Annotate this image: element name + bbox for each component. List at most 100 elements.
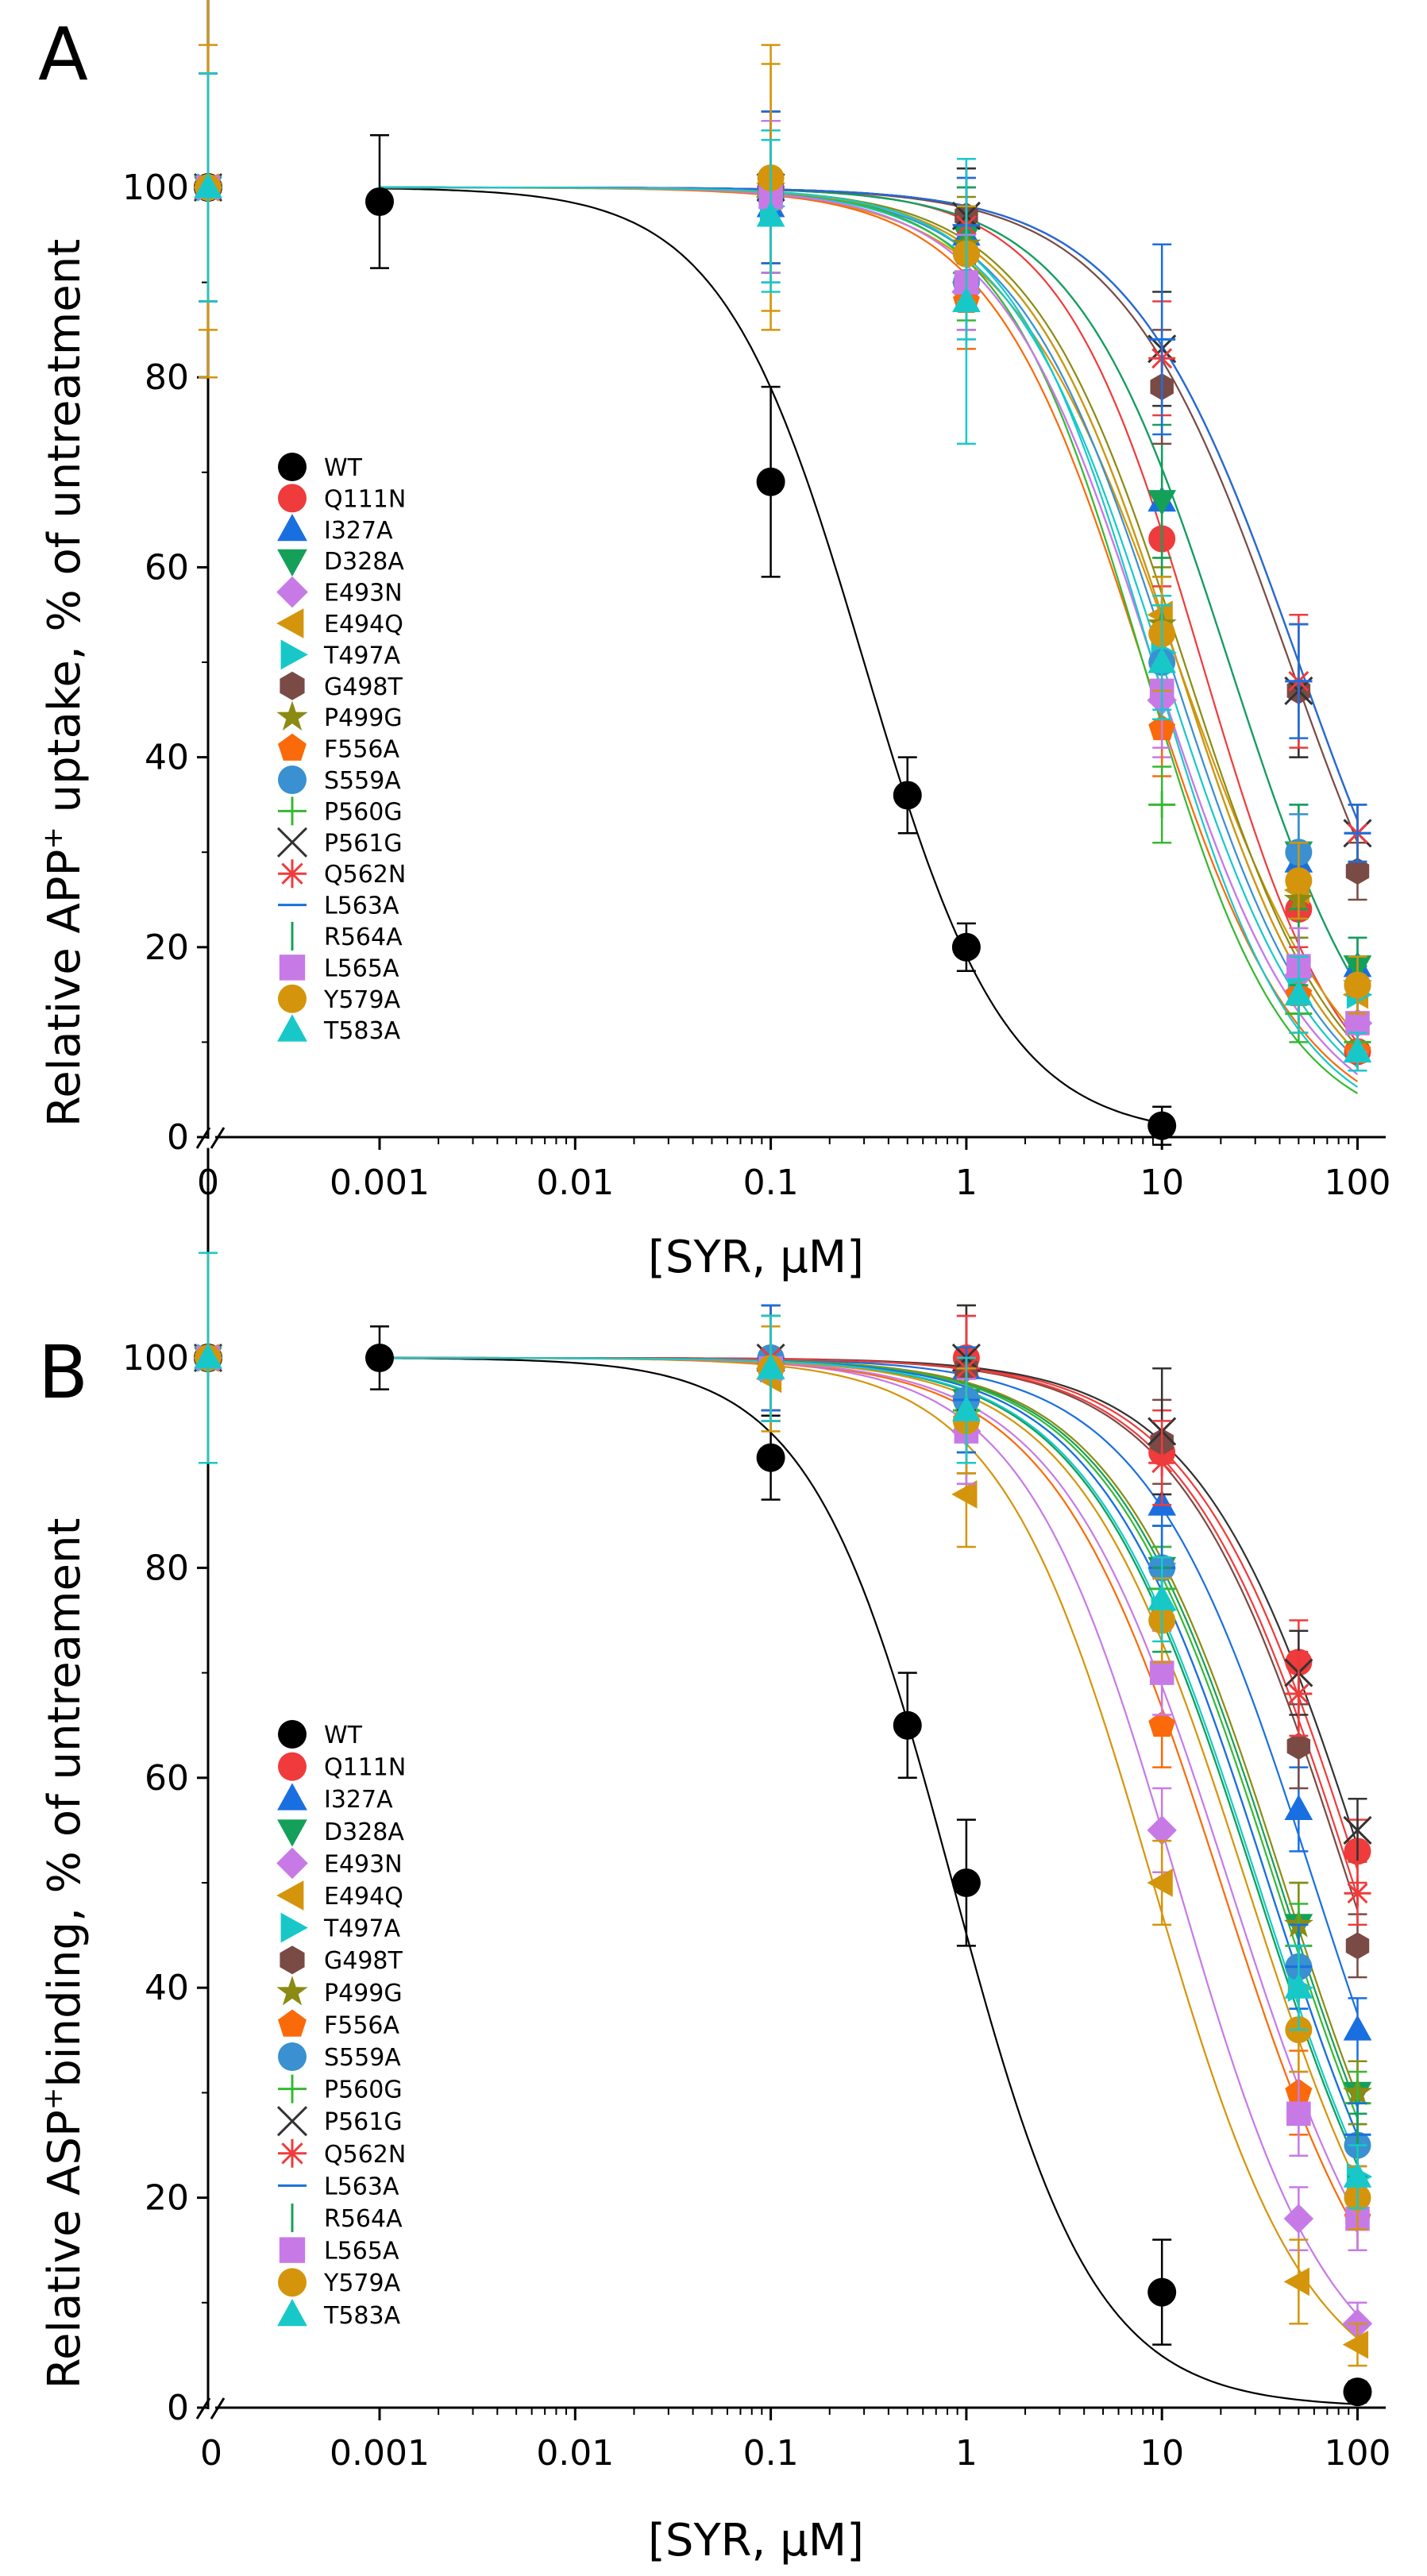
fit-curve-i327a xyxy=(380,186,1359,987)
y-tick-label: 60 xyxy=(145,547,189,588)
legend-marker-p499g xyxy=(276,700,308,731)
legend-marker-d328a xyxy=(277,549,307,577)
x-tick-label: 0.1 xyxy=(743,1163,799,1203)
legend-label: L565A xyxy=(324,954,399,982)
legend-label: G498T xyxy=(324,673,403,701)
data-point-p561g xyxy=(1343,1815,1372,1845)
legend-label: P560G xyxy=(324,798,403,826)
data-point-i327a xyxy=(1284,1794,1313,1821)
data-point-wt xyxy=(951,1868,981,1897)
y-tick-label: 80 xyxy=(145,1548,189,1588)
fit-curve-r564a xyxy=(380,186,1359,1054)
legend-marker-e494q xyxy=(276,1880,304,1911)
x-axis-title-b: [SYR, μM] xyxy=(648,2515,864,2566)
legend-marker-i327a xyxy=(277,514,307,542)
data-point-wt xyxy=(365,1344,394,1372)
legend-label: S559A xyxy=(324,2044,401,2072)
data-point-g498t xyxy=(1345,858,1370,885)
legend-label: E494Q xyxy=(324,611,403,638)
legend-label: D328A xyxy=(324,548,404,576)
data-point-t583a xyxy=(194,1343,222,1369)
legend-label: L563A xyxy=(324,2173,399,2200)
data-point-t583a xyxy=(1284,979,1313,1006)
legend-label: I327A xyxy=(324,1786,393,1814)
legend-label: WT xyxy=(324,1722,363,1749)
data-point-g498t xyxy=(1345,1932,1370,1960)
legend-marker-d328a xyxy=(277,1819,307,1847)
data-point-t583a xyxy=(952,286,981,313)
x-tick-label: 0.01 xyxy=(536,2433,614,2474)
fit-curve-l565a xyxy=(380,1357,1359,2219)
fit-curve-t497a xyxy=(379,186,1359,1068)
y-tick-label: 80 xyxy=(145,357,189,398)
y-axis-title-a: Relative APP+ uptake, % of untreatment xyxy=(37,239,91,1127)
fit-curve-q111n xyxy=(380,186,1359,1043)
data-point-wt xyxy=(756,467,785,496)
data-point-wt xyxy=(893,781,922,810)
legend-marker-q562n xyxy=(278,859,307,889)
y-axis-title-b: Relative ASP+binding, % of untreament xyxy=(37,1518,91,2389)
data-point-e494q xyxy=(1147,1868,1173,1897)
legend-label: Q562N xyxy=(324,2141,406,2169)
legend-marker-p561g xyxy=(276,827,308,858)
y-tick-label: 20 xyxy=(145,2178,189,2219)
x-tick-label: 0.001 xyxy=(330,1163,430,1203)
data-point-q562n xyxy=(1148,1449,1176,1477)
data-point-t583a xyxy=(1147,647,1177,673)
legend-label: T497A xyxy=(323,1915,401,1943)
fit-curve-y579a xyxy=(379,1356,1359,2185)
panel-b: B Relative ASP+binding, % of untreament … xyxy=(37,1147,1391,2566)
legend-marker-q111n xyxy=(278,484,307,513)
fit-curve-e493n xyxy=(380,187,1359,1075)
legend-label: I327A xyxy=(324,517,393,545)
x-tick-label: 0.1 xyxy=(743,2433,799,2474)
data-point-t583a xyxy=(194,172,222,199)
y-tick-label: 60 xyxy=(145,1758,189,1799)
legend-marker-y579a xyxy=(278,984,307,1013)
legend-marker-e493n xyxy=(276,576,308,608)
data-point-f556a xyxy=(1148,1710,1176,1737)
fit-curve-p499g xyxy=(380,186,1359,1047)
legend-marker-l565a xyxy=(279,2237,306,2263)
fit-curve-q562n xyxy=(380,1356,1359,1897)
legend-marker-p560g xyxy=(278,796,307,826)
fit-curve-r564a xyxy=(380,1356,1359,2166)
legend-label: P560G xyxy=(324,2077,403,2104)
legend-marker-e493n xyxy=(276,1847,308,1880)
legend-marker-f556a xyxy=(278,2009,307,2037)
y-tick-label: 40 xyxy=(145,738,189,778)
legend-label: Y579A xyxy=(323,986,401,1014)
legend-marker-wt xyxy=(278,1720,307,1749)
fit-curve-p560g xyxy=(380,186,1359,1094)
data-point-l565a xyxy=(1149,1660,1174,1685)
data-point-wt xyxy=(1147,2277,1177,2307)
fit-curve-e494q xyxy=(380,187,1359,1036)
legend-marker-p560g xyxy=(278,2074,307,2104)
legend-label: P561G xyxy=(324,830,403,858)
fit-curve-t497a xyxy=(380,1356,1359,2166)
legend-label: R564A xyxy=(324,924,403,951)
data-point-g498t xyxy=(1286,1733,1311,1760)
legend-marker-t497a xyxy=(280,1912,308,1943)
legend-marker-p499g xyxy=(276,1976,308,2006)
y-tick-label: 100 xyxy=(122,1338,189,1379)
data-point-e494q xyxy=(1283,2267,1309,2296)
x-tick-label: 1 xyxy=(955,2433,978,2474)
data-point-l565a xyxy=(1345,1011,1370,1035)
fit-curve-e494q xyxy=(380,1357,1359,2339)
legend-marker-e494q xyxy=(276,608,304,638)
legend-marker-i327a xyxy=(277,1783,307,1811)
data-point-q562n xyxy=(1344,1880,1371,1907)
data-point-wt xyxy=(893,1710,922,1740)
x-tick-label: 100 xyxy=(1325,2433,1391,2474)
legend-label: Y579A xyxy=(323,2269,401,2297)
fit-curve-p499g xyxy=(380,1356,1359,2098)
fit-curve-t583a xyxy=(380,1356,1359,2160)
data-point-wt xyxy=(951,932,981,962)
legend-label: R564A xyxy=(324,2205,403,2233)
data-point-t583a xyxy=(1343,1036,1372,1062)
x-axis-title-a: [SYR, μM] xyxy=(648,1232,864,1283)
fit-curve-i327a xyxy=(380,1356,1359,2015)
data-point-wt xyxy=(1343,2377,1372,2407)
fit-curve-q111n xyxy=(380,1356,1359,1871)
